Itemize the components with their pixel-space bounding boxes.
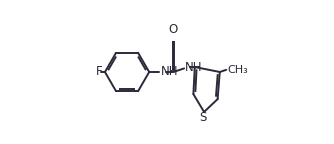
Text: F: F — [96, 66, 102, 78]
Text: NH: NH — [185, 60, 202, 73]
Text: CH₃: CH₃ — [227, 65, 248, 75]
Text: S: S — [200, 111, 207, 124]
Text: NH: NH — [161, 66, 178, 78]
Text: O: O — [169, 23, 178, 36]
